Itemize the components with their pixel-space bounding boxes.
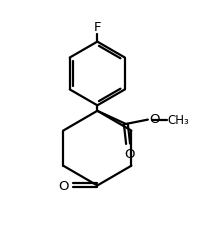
Text: O: O bbox=[58, 179, 68, 192]
Text: O: O bbox=[149, 113, 159, 126]
Text: O: O bbox=[124, 147, 134, 160]
Text: F: F bbox=[93, 21, 101, 34]
Text: CH₃: CH₃ bbox=[167, 113, 189, 126]
